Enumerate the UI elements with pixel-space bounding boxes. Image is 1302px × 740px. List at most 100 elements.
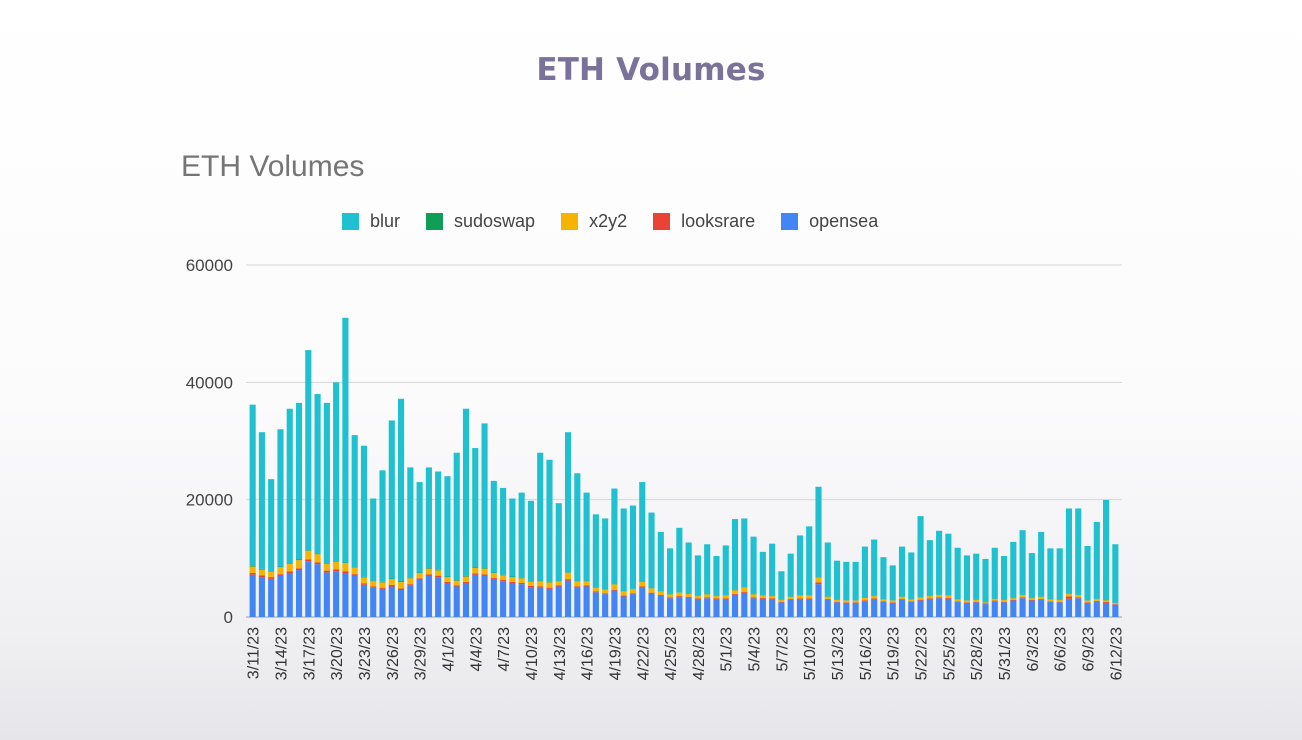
bar-looksrare-4/18/23 [602,593,609,595]
bar-sudoswap-4/11/23 [537,580,544,582]
chart-title: ETH Volumes [181,150,365,183]
bar-blur-5/5/23 [759,551,766,596]
bar-opensea-3/16/23 [295,570,303,617]
bar-blur-4/1/23 [444,476,451,577]
x-tick-label-4/28/23: 4/28/23 [691,627,708,680]
x-tick-label-5/25/23: 5/25/23 [941,627,958,680]
bar-opensea-5/26/23 [954,601,961,617]
bar-looksrare-3/29/23 [416,578,423,580]
bar-x2y2-4/15/23 [574,581,581,587]
bar-looksrare-5/18/23 [880,601,887,602]
bar-looksrare-4/6/23 [490,577,497,579]
bar-looksrare-6/12/23 [1112,604,1119,605]
bar-looksrare-3/12/23 [258,575,265,578]
bar-opensea-4/12/23 [546,588,553,617]
bar-blur-4/14/23 [564,432,572,573]
bar-x2y2-4/5/23 [481,568,488,575]
bar-opensea-6/12/23 [1112,604,1119,617]
bar-x2y2-5/2/23 [731,590,739,594]
bar-sudoswap-3/31/23 [435,569,442,571]
x-tick-label-4/7/23: 4/7/23 [496,627,513,672]
bar-opensea-5/23/23 [926,599,933,617]
bar-looksrare-5/8/23 [787,599,794,600]
bar-looksrare-4/1/23 [444,581,451,583]
bar-x2y2-4/4/23 [472,568,479,574]
bar-sudoswap-4/7/23 [500,574,507,576]
bar-x2y2-3/30/23 [425,568,432,575]
bar-x2y2-3/22/23 [351,567,358,575]
bar-blur-4/24/23 [657,531,664,592]
bar-looksrare-6/1/23 [1010,599,1017,601]
bar-x2y2-6/5/23 [1047,599,1054,602]
bar-looksrare-3/30/23 [425,574,432,576]
bar-opensea-5/8/23 [787,599,794,617]
bar-opensea-4/6/23 [490,578,497,617]
bar-opensea-3/13/23 [268,578,275,617]
bar-x2y2-5/29/23 [982,602,989,604]
bar-opensea-5/18/23 [880,601,887,617]
bar-x2y2-5/13/23 [834,599,841,602]
bar-opensea-4/7/23 [500,581,507,617]
bar-x2y2-5/24/23 [936,595,943,598]
bar-opensea-4/13/23 [555,586,562,617]
bar-looksrare-6/9/23 [1084,602,1091,603]
bar-looksrare-6/10/23 [1093,600,1100,602]
bar-looksrare-5/15/23 [852,602,859,603]
bar-looksrare-3/19/23 [323,570,330,573]
bar-blur-5/21/23 [908,552,915,600]
bar-blur-3/25/23 [379,470,386,582]
bar-opensea-5/13/23 [834,602,841,617]
bar-x2y2-3/25/23 [379,582,386,588]
bar-x2y2-4/17/23 [592,587,599,592]
bar-opensea-5/14/23 [843,602,850,617]
bar-x2y2-5/23/23 [926,596,933,599]
bar-opensea-4/8/23 [509,582,516,617]
bar-blur-6/3/23 [1028,553,1035,598]
bar-looksrare-3/15/23 [286,571,293,573]
bar-blur-4/12/23 [546,459,553,582]
bar-blur-5/3/23 [741,518,748,588]
bar-blur-5/8/23 [787,553,794,597]
bar-blur-5/4/23 [750,536,757,595]
bar-sudoswap-3/24/23 [370,580,377,582]
bar-sudoswap-3/12/23 [258,568,265,570]
bar-x2y2-3/14/23 [277,567,284,575]
bar-opensea-5/7/23 [778,602,785,617]
bar-x2y2-5/19/23 [889,600,896,603]
bar-opensea-6/10/23 [1093,601,1100,617]
bar-looksrare-5/30/23 [991,600,998,602]
bar-looksrare-6/2/23 [1019,597,1026,599]
bar-looksrare-3/31/23 [435,575,442,578]
bar-x2y2-3/23/23 [360,577,368,584]
bar-looksrare-4/5/23 [481,574,488,576]
bar-sudoswap-3/27/23 [398,581,405,583]
bar-blur-6/8/23 [1075,508,1082,595]
x-tick-label-4/4/23: 4/4/23 [468,627,485,672]
bar-x2y2-5/4/23 [750,594,757,598]
bar-x2y2-3/18/23 [314,554,321,563]
slide-title: ETH Volumes [536,52,766,88]
x-tick-label-3/20/23: 3/20/23 [329,627,346,680]
bar-x2y2-5/18/23 [880,599,887,602]
bar-x2y2-3/27/23 [398,582,405,589]
bar-blur-4/22/23 [639,482,646,582]
bar-blur-3/11/23 [249,404,256,566]
bar-blur-5/20/23 [898,546,906,597]
bar-looksrare-5/16/23 [861,600,868,602]
legend-item-opensea: opensea [781,211,878,232]
bar-looksrare-4/29/23 [704,597,711,599]
bar-opensea-6/8/23 [1075,598,1082,617]
bar-blur-6/11/23 [1103,499,1110,600]
bar-blur-4/5/23 [481,423,488,569]
bar-blur-5/29/23 [982,558,989,603]
bar-opensea-5/30/23 [991,601,998,617]
bar-sudoswap-3/13/23 [268,571,275,572]
bar-sudoswap-4/10/23 [527,581,534,582]
bar-looksrare-3/22/23 [351,574,358,576]
bar-x2y2-5/3/23 [741,587,748,593]
bar-looksrare-3/16/23 [295,568,303,571]
bar-blur-3/18/23 [314,394,321,554]
bar-opensea-5/20/23 [898,599,906,617]
y-tick-label-60000: 60000 [186,256,233,275]
bar-opensea-6/1/23 [1010,600,1017,617]
